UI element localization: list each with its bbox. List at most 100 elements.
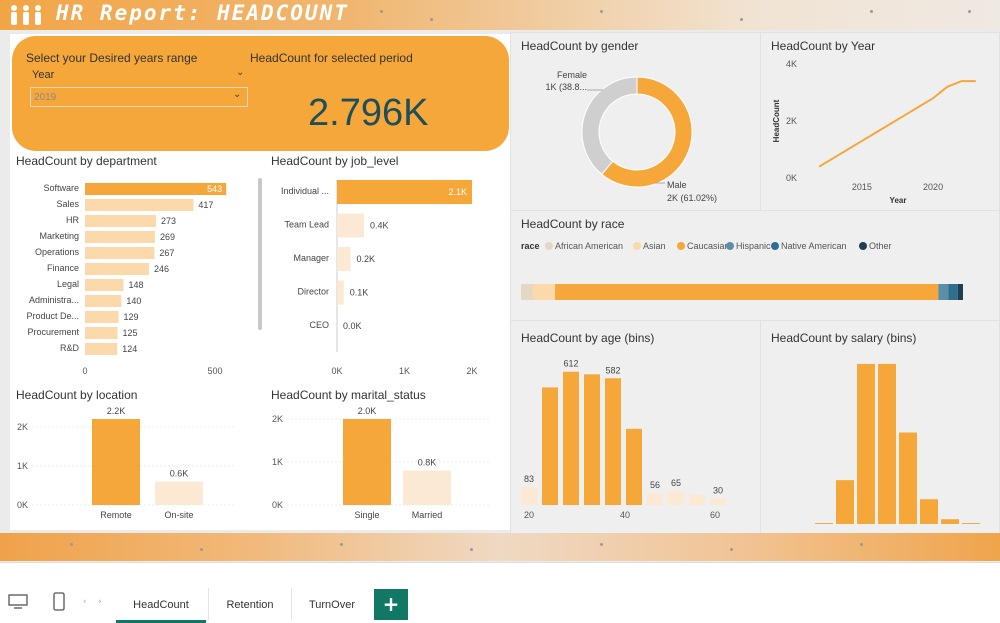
category-label: Legal: [57, 279, 79, 289]
footer-banner: [0, 533, 1000, 561]
race-chart-title: HeadCount by race: [521, 217, 625, 231]
legend-marker: [771, 242, 779, 250]
data-label: 0.0K: [343, 321, 362, 331]
mobile-view-icon[interactable]: [52, 592, 66, 612]
tick-label: 0: [82, 366, 87, 376]
job-level-chart: Individual ... 2.1K Team Lead 0.4K Manager 0.…: [281, 180, 478, 376]
report-title: HR Report: HEADCOUNT: [56, 1, 349, 25]
bar: [155, 481, 203, 505]
scroll-right-icon[interactable]: ›: [98, 597, 102, 607]
tab-retention[interactable]: Retention: [208, 588, 292, 620]
category-label: Sales: [56, 199, 79, 209]
decor-dot: [600, 10, 603, 13]
race-chart: race African American Asian Caucasian Hispan…: [521, 241, 963, 300]
data-label: 269: [160, 232, 175, 242]
chevron-down-icon[interactable]: ⌄: [233, 89, 242, 100]
category-label: Manager: [293, 253, 329, 263]
year-dropdown[interactable]: [30, 87, 248, 107]
legend-marker: [633, 242, 641, 250]
legend-marker: [545, 242, 553, 250]
kpi-value: 2.796K: [308, 92, 429, 134]
chevron-down-icon[interactable]: ⌄: [236, 67, 245, 78]
stacked-segment: [938, 284, 949, 300]
chart-scrollbar[interactable]: [258, 178, 262, 330]
bar: [626, 428, 642, 505]
bar: [85, 247, 155, 259]
age-chart-title: HeadCount by age (bins): [521, 331, 655, 345]
tab-headcount[interactable]: HeadCount: [116, 588, 206, 623]
stacked-segment: [521, 284, 533, 300]
legend-label: Native American: [781, 241, 847, 251]
bar: [857, 363, 875, 524]
tick-label: 0K: [17, 500, 28, 510]
desktop-view-icon[interactable]: [8, 594, 28, 610]
age-chart: 83 612 582 56 65 30 20 40 60: [521, 359, 726, 520]
data-label: 2.2K: [107, 406, 126, 416]
bar: [542, 387, 558, 505]
bar: [605, 378, 621, 505]
data-label: 2.0K: [358, 406, 377, 416]
bar: [85, 279, 124, 291]
tick-label: 2K: [17, 422, 28, 432]
legend-marker: [859, 242, 867, 250]
tick-label: 2K: [786, 116, 797, 126]
tab-turnover[interactable]: TurnOver: [308, 599, 356, 611]
bar: [85, 295, 122, 307]
add-page-button[interactable]: +: [374, 589, 408, 620]
stacked-segment: [532, 284, 556, 300]
bar: [563, 371, 579, 505]
category-label: On-site: [164, 510, 193, 520]
category-label: Marketing: [39, 231, 79, 241]
decor-dot: [730, 548, 733, 551]
bar: [85, 199, 194, 211]
bar: [899, 432, 917, 524]
legend-marker: [726, 242, 734, 250]
bar: [962, 523, 980, 524]
category-label: Administra...: [29, 295, 79, 305]
donut-slice: [601, 76, 693, 188]
bar: [337, 247, 351, 271]
legend-label: African American: [555, 241, 623, 251]
category-label: Procurement: [27, 327, 79, 337]
data-label: 30: [713, 485, 723, 495]
category-label: Software: [43, 183, 79, 193]
category-label: Director: [297, 287, 329, 297]
tick-label: 60: [710, 510, 720, 520]
legend-title: race: [521, 241, 540, 251]
header-banner: [0, 0, 1000, 30]
salary-chart: [815, 363, 980, 524]
data-label: 0.8K: [418, 458, 437, 468]
bar: [941, 519, 959, 524]
decor-dot: [860, 543, 863, 546]
decor-dot: [200, 548, 203, 551]
data-label: 267: [159, 248, 174, 258]
data-label: 65: [671, 478, 681, 488]
legend-marker: [677, 242, 685, 250]
bar: [836, 480, 854, 524]
category-label: Product De...: [26, 311, 79, 321]
gender-chart-title: HeadCount by gender: [521, 39, 639, 53]
category-label: Operations: [35, 247, 80, 257]
bar: [85, 231, 155, 243]
decor-dot: [870, 10, 873, 13]
department-chart-title: HeadCount by department: [16, 154, 157, 168]
data-label: 124: [122, 344, 137, 354]
bar: [815, 523, 833, 524]
stacked-segment: [555, 284, 939, 300]
bar: [647, 492, 663, 505]
tick-label: 2020: [923, 182, 943, 192]
year-dropdown-value: 2019: [34, 92, 57, 103]
category-label: Single: [354, 510, 379, 520]
decor-dot: [340, 543, 343, 546]
decor-dot: [380, 10, 383, 13]
tick-label: 20: [524, 510, 534, 520]
year-chart-title: HeadCount by Year: [771, 39, 876, 53]
data-label: 125: [123, 328, 138, 338]
tick-label: 4K: [786, 59, 797, 69]
slicer-title: Select your Desired years range: [26, 51, 198, 65]
tick-label: 2K: [272, 414, 283, 424]
bar: [584, 374, 600, 505]
scroll-left-icon[interactable]: ‹: [83, 597, 87, 607]
data-label: 0.6K: [170, 469, 189, 479]
category-label: Married: [412, 510, 443, 520]
